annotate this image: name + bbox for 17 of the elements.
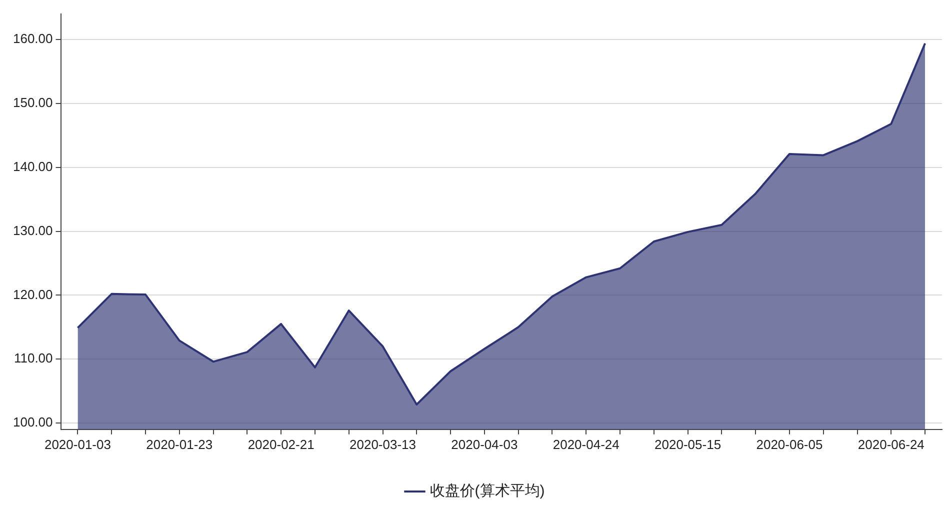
x-tick-label: 2020-05-15 xyxy=(654,436,722,452)
y-tick-label: 100.00 xyxy=(12,414,53,430)
y-tick-label: 120.00 xyxy=(12,286,53,302)
y-tick-label: 140.00 xyxy=(12,158,53,174)
y-tick-label: 130.00 xyxy=(12,222,53,238)
x-tick-label: 2020-04-03 xyxy=(451,436,518,452)
y-tick-label: 150.00 xyxy=(12,95,53,110)
x-tick-label: 2020-01-03 xyxy=(44,436,111,452)
x-tick-label: 2020-02-21 xyxy=(248,436,314,452)
x-tick-label: 2020-04-24 xyxy=(552,436,620,452)
x-tick-label: 2020-01-23 xyxy=(146,436,213,452)
x-tick-label: 2020-06-05 xyxy=(756,436,823,452)
x-tick-label: 2020-06-24 xyxy=(858,436,924,452)
legend-label: 收盘价(算术平均) xyxy=(430,482,545,500)
y-tick-label: 160.00 xyxy=(12,31,53,46)
y-tick-label: 110.00 xyxy=(14,350,53,366)
x-tick-label: 2020-03-13 xyxy=(350,436,416,452)
